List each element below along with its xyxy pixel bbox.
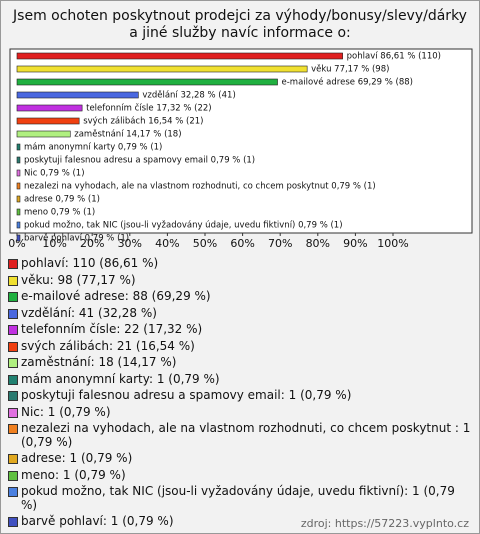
legend-label: mám anonymní karty: 1 (0,79 %): [21, 371, 220, 386]
bar-label: barvě pohlaví 0,79 % (1): [24, 234, 129, 244]
chart-title: Jsem ochoten poskytnout prodejci za výho…: [13, 8, 467, 41]
legend-swatch: [8, 308, 18, 319]
x-tick-label: 30%: [118, 237, 142, 250]
legend-item: poskytuji falesnou adresu a spamovy emai…: [7, 388, 473, 403]
legend-swatch: [8, 275, 18, 286]
legend-label: Nic: 1 (0,79 %): [21, 404, 111, 419]
legend-label: meno: 1 (0,79 %): [21, 467, 126, 482]
legend-item: nezalezi na vyhodach, ale na vlastnom ro…: [7, 421, 473, 449]
x-tick-label: 10%: [42, 237, 66, 250]
bar: [16, 78, 278, 86]
bar-label: mám anonymní karty 0,79 % (1): [24, 143, 162, 153]
legend-item: svých zálibách: 21 (16,54 %): [7, 338, 473, 354]
legend-item: barvě pohlaví: 1 (0,79 %): [7, 514, 473, 529]
x-tick-label: 0%: [8, 237, 25, 250]
legend-swatch: [8, 391, 18, 401]
legend-item: meno: 1 (0,79 %): [7, 467, 473, 483]
bar-label: telefonním čísle 17,32 % (22): [86, 103, 211, 114]
bar-label: adrese 0,79 % (1): [24, 195, 100, 205]
legend-item: adrese: 1 (0,79 %): [7, 451, 473, 466]
bar: [16, 143, 21, 151]
legend-item: Nic: 1 (0,79 %): [7, 404, 473, 420]
bar-label: pokud možno, tak NIC (jsou-li vyžadovány…: [24, 221, 343, 231]
legend-swatch: [8, 358, 18, 368]
bar-label: Nic 0,79 % (1): [24, 169, 85, 179]
legend-label: telefonním čísle: 22 (17,32 %): [21, 322, 203, 336]
bar: [16, 156, 21, 164]
legend-swatch: [8, 341, 18, 352]
legend-swatch: [8, 470, 18, 481]
legend-label: adrese: 1 (0,79 %): [21, 451, 133, 465]
legend-label: e-mailové adrese: 88 (69,29 %): [21, 289, 211, 303]
x-tick-label: 50%: [193, 237, 217, 250]
bar: [16, 65, 308, 73]
legend-label: barvě pohlaví: 1 (0,79 %): [21, 514, 174, 528]
legend-item: pohlaví: 110 (86,61 %): [7, 256, 473, 271]
legend-swatch: [8, 424, 18, 434]
bar: [16, 195, 21, 203]
legend-swatch: [8, 325, 18, 335]
bar: [16, 117, 80, 125]
bar: [16, 130, 71, 138]
bar-label: pohlaví 86,61 % (110): [347, 52, 441, 62]
bar: [16, 169, 21, 177]
legend-item: vzdělání: 41 (32,28 %): [7, 305, 473, 321]
legend-item: věku: 98 (77,17 %): [7, 272, 473, 288]
x-tick-label: 100%: [377, 237, 408, 250]
legend-label: pokud možno, tak NIC (jsou-li vyžadovány…: [21, 484, 455, 512]
x-tick-label: 70%: [268, 237, 292, 250]
legend-swatch: [8, 517, 18, 527]
legend-label: vzdělání: 41 (32,28 %): [21, 305, 157, 320]
bar-label: poskytuji falesnou adresu a spamovy emai…: [24, 156, 255, 166]
bar: [16, 52, 343, 60]
bar-label: zaměstnání 14,17 % (18): [74, 130, 181, 140]
bar: [16, 208, 21, 216]
bar: [16, 91, 139, 99]
bar-label: meno 0,79 % (1): [24, 208, 95, 218]
bar-label: věku 77,17 % (98): [311, 65, 389, 75]
bar-label: vzdělání 32,28 % (41): [142, 91, 235, 101]
legend-label: pohlaví: 110 (86,61 %): [21, 256, 159, 270]
bar: [16, 182, 21, 190]
x-tick-label: 80%: [306, 237, 330, 250]
x-tick-label: 20%: [80, 237, 104, 250]
x-tick-label: 40%: [155, 237, 179, 250]
legend-swatch: [8, 407, 18, 418]
legend-item: telefonním čísle: 22 (17,32 %): [7, 322, 473, 337]
legend-label: nezalezi na vyhodach, ale na vlastnom ro…: [21, 421, 471, 449]
legend-label: svých zálibách: 21 (16,54 %): [21, 338, 195, 353]
bar-label: svých zálibách 16,54 % (21): [83, 117, 203, 127]
legend-swatch: [8, 487, 18, 497]
legend-swatch: [8, 454, 18, 464]
legend-label: poskytuji falesnou adresu a spamovy emai…: [21, 388, 352, 402]
plot: 0% 10% 20% 30% 40% 50% 60% 70% 80% 90% 100% pohlaví…: [8, 48, 473, 250]
legend-item: zaměstnání: 18 (14,17 %): [7, 355, 473, 370]
x-tick-label: 60%: [230, 237, 254, 250]
bar: [16, 104, 83, 112]
legend-label: zaměstnání: 18 (14,17 %): [21, 355, 177, 369]
bar-label: nezalezi na vyhodach, ale na vlastnom ro…: [24, 182, 376, 192]
bar: [16, 221, 21, 229]
legend-swatch: [8, 374, 18, 385]
legend-item: e-mailové adrese: 88 (69,29 %): [7, 289, 473, 304]
bar-label: e-mailové adrese 69,29 % (88): [282, 77, 413, 88]
legend-label: věku: 98 (77,17 %): [21, 272, 136, 287]
bar: [16, 234, 21, 242]
legend-item: pokud možno, tak NIC (jsou-li vyžadovány…: [7, 484, 473, 512]
source: zdroj: https://57223.vyplnto.cz: [300, 517, 469, 530]
legend-item: mám anonymní karty: 1 (0,79 %): [7, 371, 473, 387]
legend: pohlaví: 110 (86,61 %) věku: 98 (77,17 %)…: [7, 256, 473, 532]
x-tick-label: 90%: [343, 237, 367, 250]
legend-swatch: [8, 292, 18, 302]
legend-swatch: [8, 259, 18, 269]
